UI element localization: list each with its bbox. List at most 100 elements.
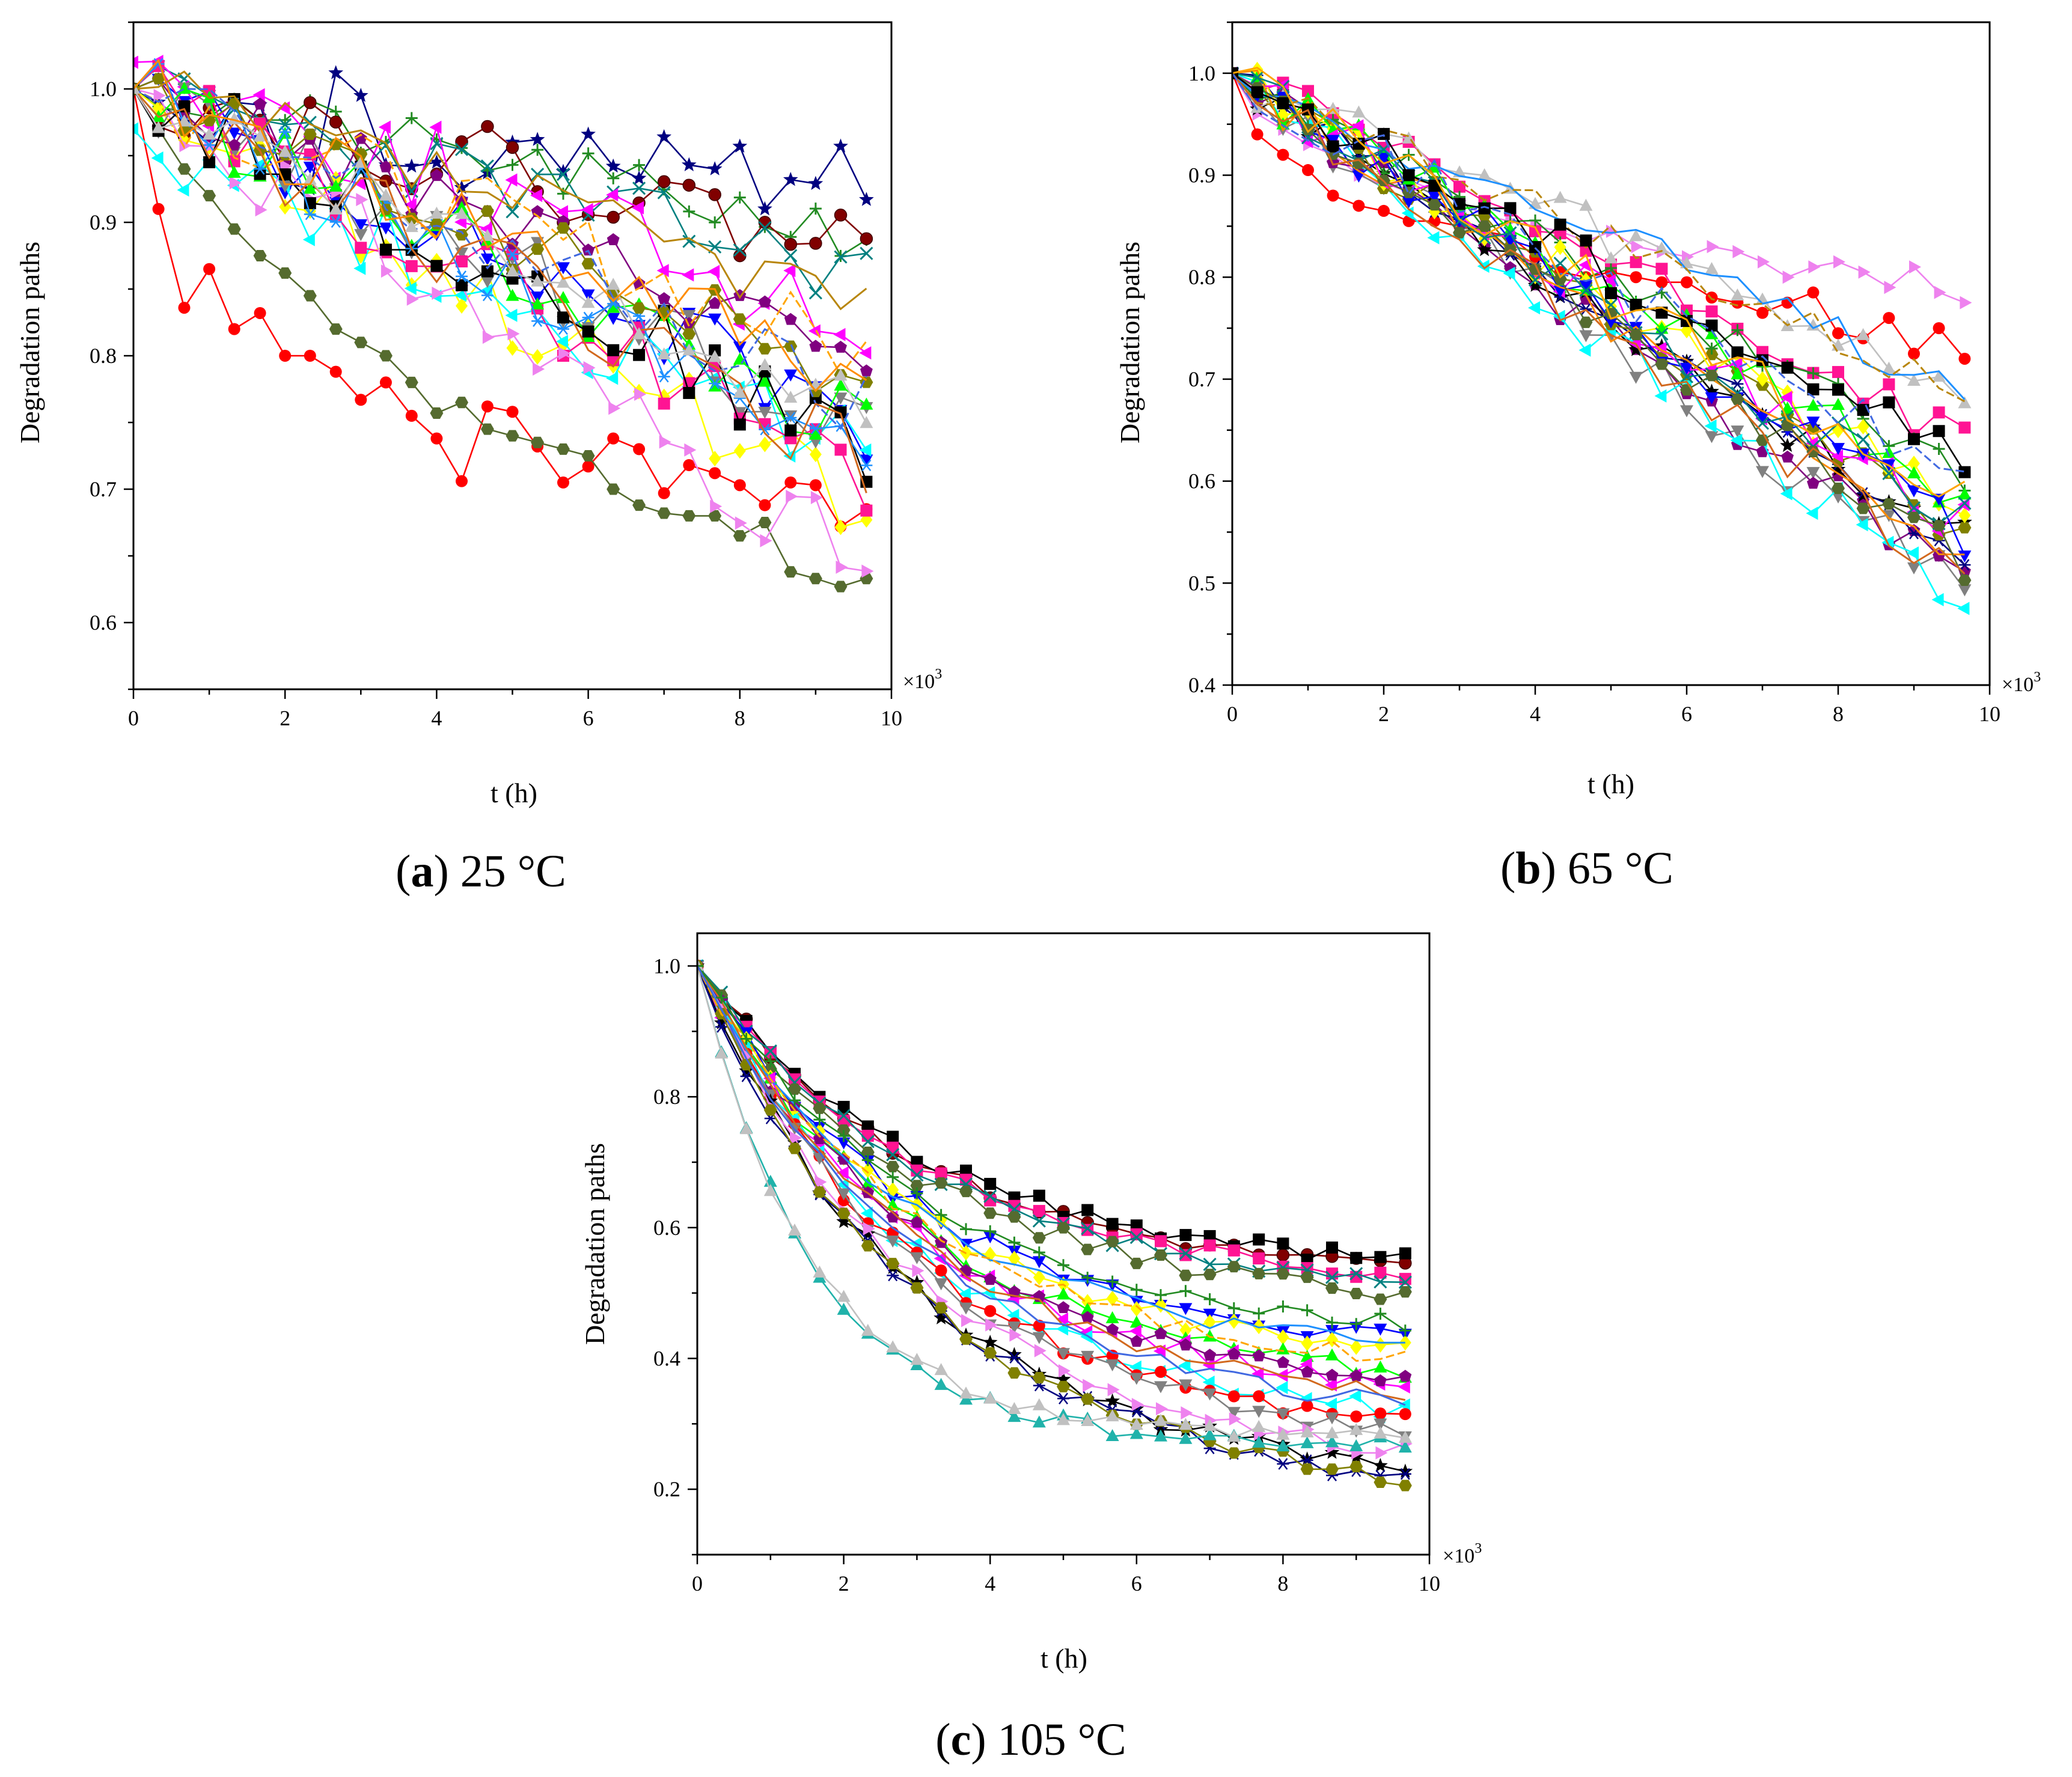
data-point-b-1-28 (1909, 260, 1921, 274)
data-point-a-9-25 (733, 443, 746, 459)
x-tick-label-c-0: 0 (692, 1571, 703, 1596)
data-point-c-13-22 (1203, 1388, 1217, 1401)
data-point-a-18-27 (784, 412, 797, 424)
data-point-a-9-26 (759, 436, 771, 453)
data-point-c-23-6 (813, 1114, 826, 1126)
data-point-a-23-7 (278, 145, 292, 157)
data-point-a-10-16 (505, 308, 518, 322)
data-point-a-14-24 (710, 499, 723, 513)
data-point-a-1-12 (404, 158, 420, 173)
data-point-a-14-16 (507, 327, 520, 341)
data-point-a-7-30 (860, 454, 873, 467)
data-point-a-1-24 (707, 161, 723, 175)
data-point-c-10-20 (1154, 1327, 1167, 1340)
data-point-c-5-10 (910, 1180, 924, 1192)
data-point-a-18-19 (582, 311, 594, 324)
data-point-b-1-27 (1884, 281, 1896, 294)
data-point-c-23-11 (935, 1209, 947, 1221)
x-axis-label-a: t (h) (490, 778, 537, 808)
series-c-24 (697, 965, 1406, 1406)
data-point-a-23-9 (329, 202, 343, 215)
data-point-c-10-25 (1276, 1356, 1289, 1368)
x-tick-label-b-0: 0 (1227, 702, 1238, 726)
data-point-c-17-7 (837, 1207, 851, 1219)
data-point-c-19-22 (1203, 1419, 1217, 1431)
data-point-c-15-25 (1277, 1458, 1289, 1470)
data-point-b-7-20 (1704, 419, 1717, 433)
data-point-c-14-14 (1007, 1347, 1022, 1361)
data-point-c-9-7 (836, 1166, 849, 1180)
data-point-a-1-19 (581, 126, 596, 141)
data-point-a-3-13 (430, 407, 444, 419)
y-tick-label-b-2: 0.6 (1188, 469, 1215, 493)
data-point-a-23-30 (860, 416, 873, 428)
data-point-a-11-26 (758, 406, 772, 419)
data-point-a-2-8 (304, 350, 316, 362)
data-point-a-2-16 (506, 406, 519, 418)
data-point-a-14-26 (760, 534, 772, 547)
data-point-c-5-15 (1032, 1232, 1046, 1244)
data-point-c-4-13 (983, 1189, 997, 1203)
data-point-c-16-17 (1083, 1379, 1095, 1392)
data-point-c-10-9 (886, 1210, 899, 1223)
data-point-a-23-18 (556, 275, 570, 288)
x-axis-label-c: t (h) (1041, 1643, 1087, 1674)
data-point-a-3-7 (278, 267, 292, 279)
data-point-a-1-26 (757, 201, 772, 216)
data-point-a-16-30 (860, 397, 873, 410)
data-point-a-1-25 (732, 138, 748, 153)
data-point-c-23-20 (1154, 1289, 1167, 1302)
data-point-b-7-26 (1856, 518, 1868, 532)
data-point-a-2-18 (557, 476, 569, 489)
data-point-b-4-24 (1806, 477, 1820, 489)
data-point-a-23-6 (253, 129, 267, 142)
data-point-b-19-2 (1250, 70, 1264, 85)
data-point-b-5-25 (1830, 462, 1846, 476)
data-point-b-7-24 (1806, 507, 1818, 520)
data-point-c-4-19 (1129, 1231, 1143, 1245)
data-point-c-17-4 (763, 1104, 777, 1116)
series-c-20 (697, 965, 1405, 1344)
data-point-b-21-5 (1327, 140, 1339, 153)
data-point-b-2-17 (1630, 271, 1642, 284)
data-point-a-4-28 (809, 203, 822, 215)
data-point-a-4-12 (405, 112, 418, 124)
data-point-b-11-20 (1705, 262, 1719, 275)
data-point-a-4-16 (506, 159, 519, 171)
data-point-a-23-1 (133, 82, 140, 94)
series-c-23 (697, 960, 1411, 1337)
data-point-a-10-10 (353, 261, 366, 275)
data-point-b-5-26 (1856, 487, 1871, 502)
data-point-b-19-26 (1856, 433, 1870, 447)
data-point-c-10-13 (983, 1273, 997, 1285)
data-point-a-14-20 (608, 401, 621, 415)
data-point-a-13-11 (379, 160, 393, 172)
data-point-c-18-19 (1129, 1427, 1143, 1439)
data-point-c-2-21 (1179, 1229, 1192, 1242)
data-point-b-20-29 (1932, 520, 1946, 532)
y-tick-label-a-2: 0.8 (90, 344, 117, 368)
data-point-c-19-29 (1374, 1426, 1387, 1439)
data-point-c-18-7 (837, 1302, 851, 1315)
data-point-c-3-20 (1154, 1235, 1167, 1248)
data-point-a-13-28 (809, 340, 822, 352)
data-point-b-14-6 (1351, 119, 1364, 133)
data-point-c-14-2 (714, 1015, 729, 1029)
data-point-c-9-24 (1251, 1367, 1264, 1380)
data-point-b-7-30 (1957, 602, 1970, 615)
data-point-c-5-16 (1057, 1222, 1070, 1234)
data-point-a-16-5 (227, 165, 241, 178)
data-point-c-3-19 (1130, 1228, 1143, 1240)
data-point-a-17-11 (379, 243, 392, 256)
data-point-c-13-29 (1374, 1418, 1387, 1431)
data-point-b-20-20 (1705, 370, 1719, 382)
data-point-c-12-30 (1399, 1408, 1411, 1421)
data-point-b-7-29 (1931, 593, 1944, 606)
data-point-b-9-27 (1883, 378, 1895, 391)
data-point-c-18-11 (934, 1377, 948, 1390)
data-point-a-23-19 (581, 296, 595, 308)
data-point-a-5-9 (329, 115, 343, 129)
data-point-b-14-23 (1780, 391, 1792, 404)
data-point-c-5-19 (1129, 1257, 1143, 1269)
data-point-a-7-25 (733, 341, 747, 354)
